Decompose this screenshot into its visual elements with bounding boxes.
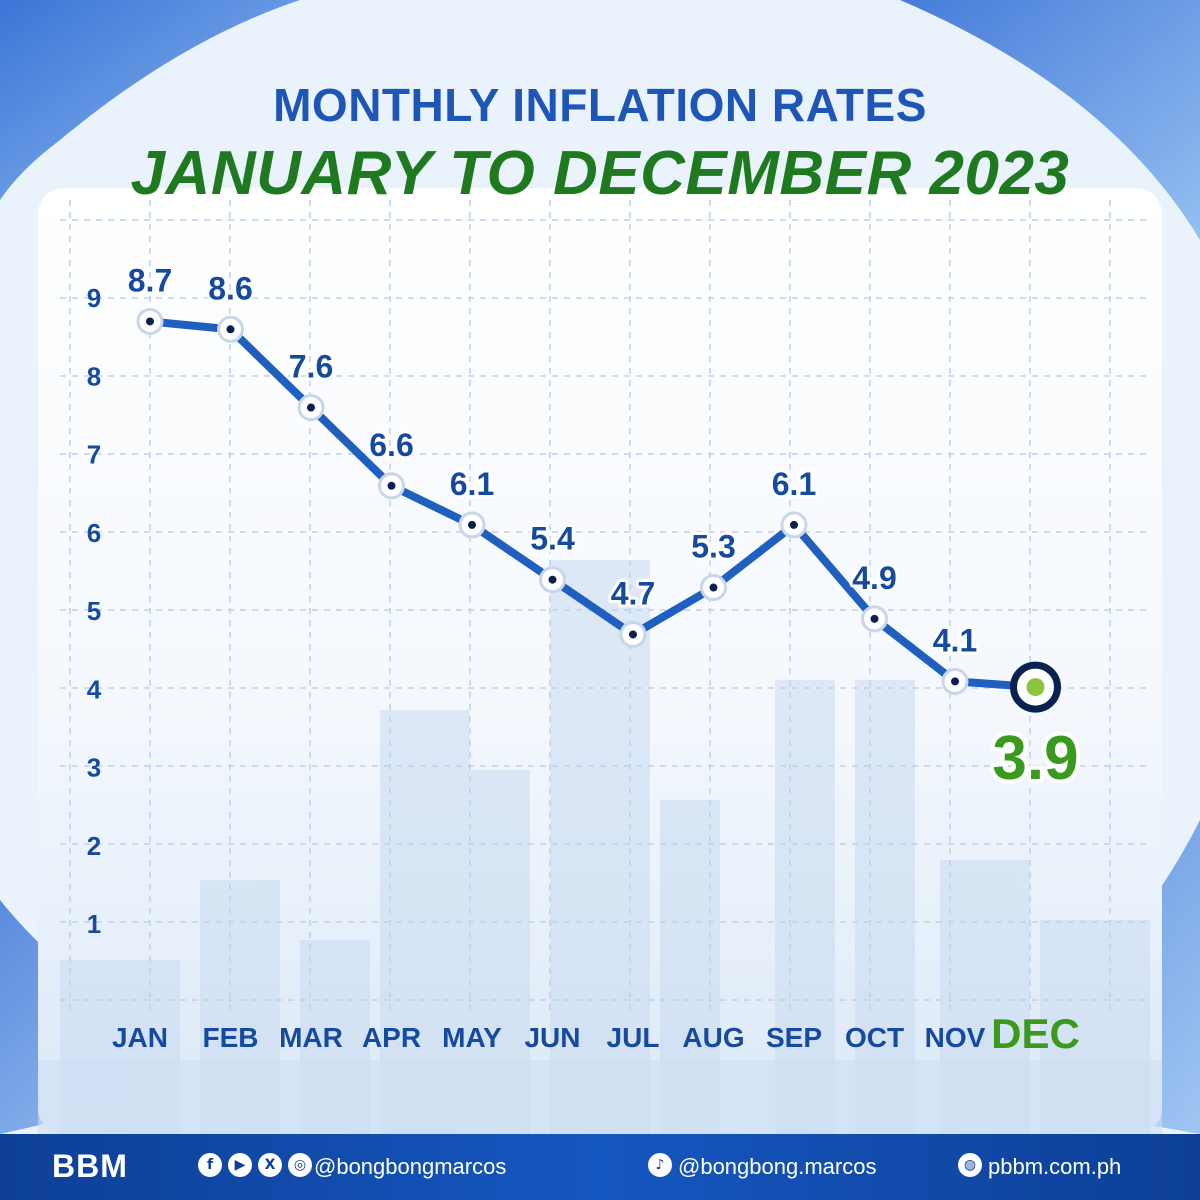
social-handle[interactable]: @bongbongmarcos xyxy=(314,1154,507,1179)
x-tick-label-highlight: DEC xyxy=(991,1010,1080,1057)
value-label: 8.7 xyxy=(128,262,172,298)
x-tick-label: NOV xyxy=(925,1022,986,1053)
y-tick-label: 4 xyxy=(87,674,102,704)
x-axis-labels: JAN FEB MAR APR MAY JUN JUL AUG SEP OCT NOV DEC xyxy=(112,1010,1080,1057)
value-label: 8.6 xyxy=(208,270,252,306)
chart-subtitle: JANUARY TO DECEMBER 2023 xyxy=(130,139,1070,208)
value-label: 7.6 xyxy=(289,349,333,385)
value-label: 6.1 xyxy=(450,466,494,502)
y-tick-label: 5 xyxy=(87,596,101,626)
data-point-center xyxy=(709,583,718,592)
value-labels: 8.7 8.6 7.6 6.6 6.1 5.4 4.7 5.3 6.1 4.9 4.1 3.9 xyxy=(125,259,1083,797)
data-point-center xyxy=(790,520,798,529)
footer-bar: BBM f ▶ X ◎ @bongbongmarcos ♪ @bongbong.… xyxy=(0,1134,1200,1200)
value-label: 6.1 xyxy=(772,466,816,502)
x-tick-label: APR xyxy=(362,1022,421,1053)
x-tick-label: FEB xyxy=(203,1022,259,1053)
y-tick-label: 6 xyxy=(87,518,101,548)
value-label: 4.7 xyxy=(611,575,655,611)
value-label: 4.9 xyxy=(852,560,896,596)
data-point-center xyxy=(468,520,476,529)
y-tick-label: 1 xyxy=(87,909,101,939)
data-point-center xyxy=(387,481,396,490)
data-point-center xyxy=(548,575,557,584)
tiktok-handle[interactable]: @bongbong.marcos xyxy=(678,1154,877,1179)
data-point-center xyxy=(307,403,315,412)
x-tick-label: OCT xyxy=(845,1022,904,1053)
x-tick-label: AUG xyxy=(682,1022,744,1053)
x-tick-label: JUL xyxy=(607,1022,660,1053)
data-point-center xyxy=(870,614,879,623)
y-tick-label: 7 xyxy=(87,440,101,470)
x-tick-label: MAR xyxy=(279,1022,343,1053)
y-tick-label: 3 xyxy=(87,753,101,783)
youtube-icon[interactable]: ▶ xyxy=(228,1153,252,1177)
tiktok-icon[interactable]: ♪ xyxy=(648,1153,672,1177)
chart-title: MONTHLY INFLATION RATES xyxy=(273,79,927,131)
bbm-logo: BBM xyxy=(52,1148,128,1184)
data-point-center xyxy=(629,630,637,639)
x-icon[interactable]: X xyxy=(258,1153,282,1177)
y-tick-label: 9 xyxy=(87,283,101,313)
value-label: 4.1 xyxy=(933,622,977,658)
data-point-highlight-center xyxy=(1026,678,1045,697)
series-line xyxy=(146,317,1040,692)
value-label: 5.4 xyxy=(530,521,575,557)
value-label: 6.6 xyxy=(369,427,413,463)
instagram-icon[interactable]: ◎ xyxy=(288,1153,312,1177)
facebook-icon[interactable]: f xyxy=(198,1153,222,1177)
y-axis-ticks: 1 2 3 4 5 6 7 8 9 xyxy=(87,283,102,939)
x-tick-label: SEP xyxy=(766,1022,822,1053)
data-point-center xyxy=(951,677,959,686)
value-label-highlight: 3.9 xyxy=(992,724,1078,793)
y-tick-label: 8 xyxy=(87,361,101,391)
data-point-center xyxy=(226,325,235,334)
x-tick-label: JUN xyxy=(524,1022,580,1053)
value-label: 5.3 xyxy=(691,529,735,565)
globe-icon: ◍ xyxy=(958,1153,982,1177)
x-tick-label: MAY xyxy=(442,1022,502,1053)
social-icons: f ▶ X ◎ xyxy=(198,1153,312,1177)
data-points xyxy=(136,307,1061,713)
data-point-center xyxy=(146,317,154,326)
y-tick-label: 2 xyxy=(87,831,101,861)
website-link[interactable]: pbbm.com.ph xyxy=(988,1154,1122,1179)
x-tick-label: JAN xyxy=(112,1022,168,1053)
